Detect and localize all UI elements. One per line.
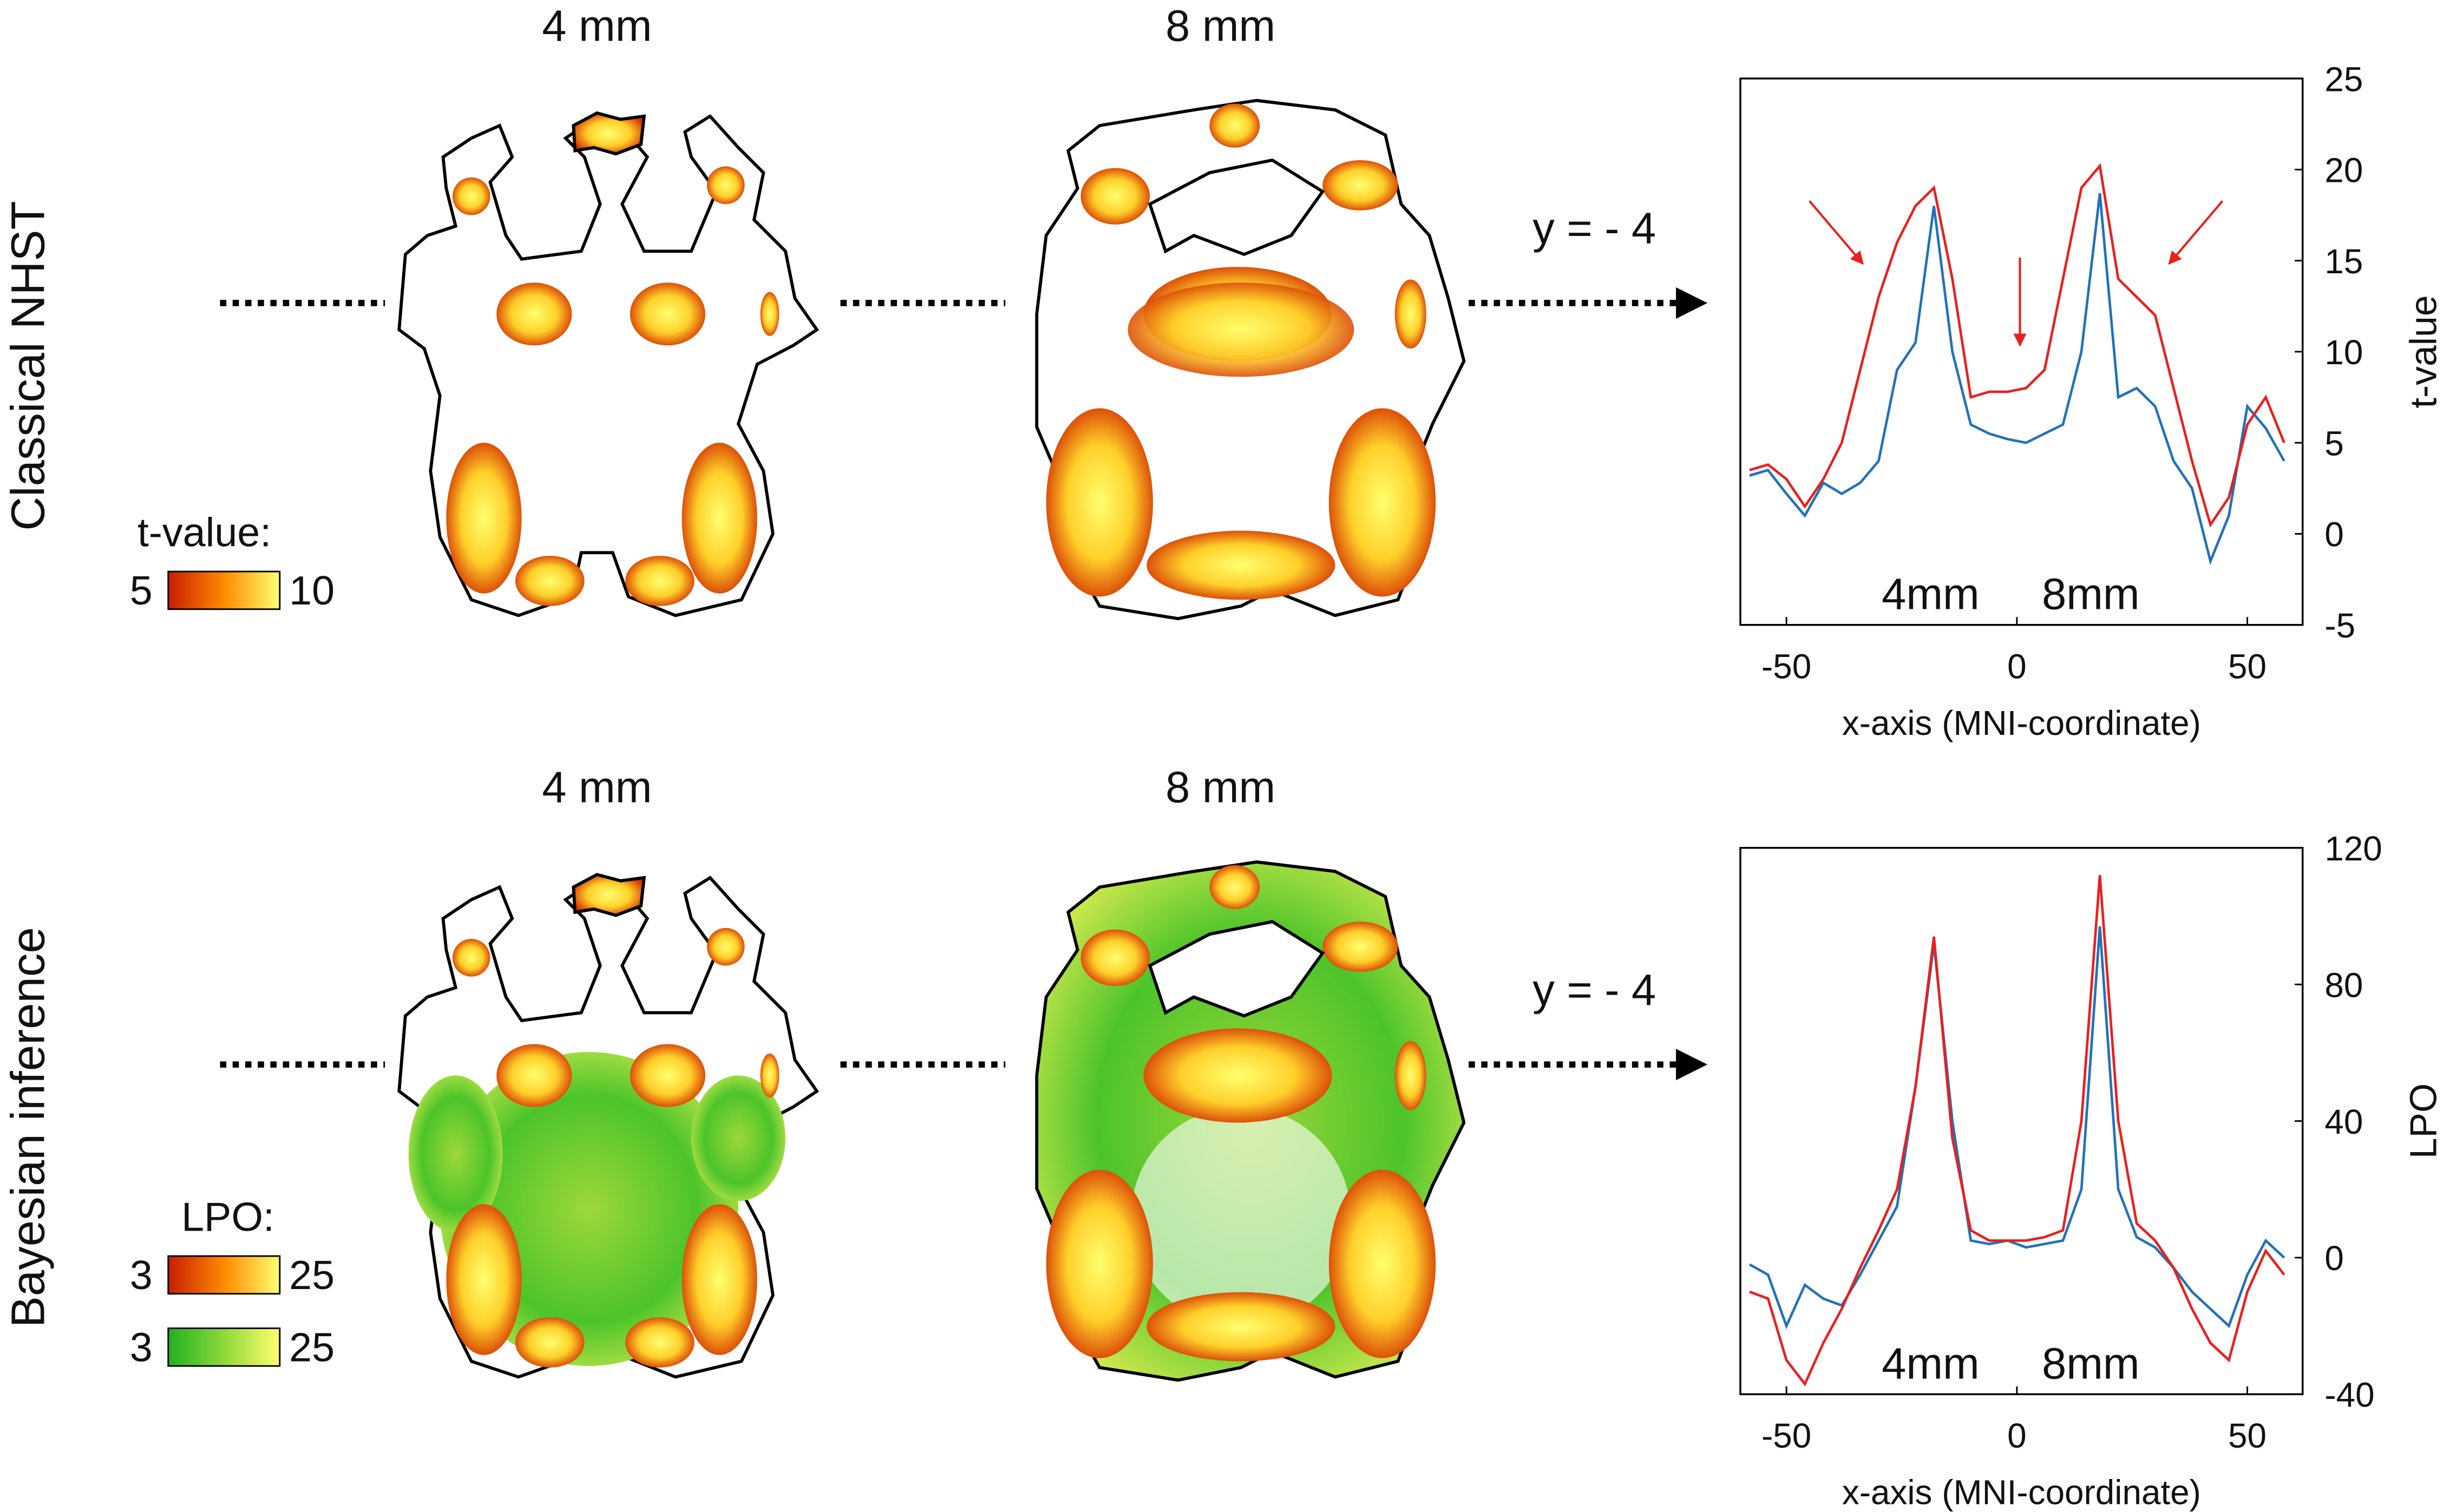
activation [1209,865,1260,909]
colorbar [167,570,281,610]
arrow [1809,200,1864,265]
y-tick-label: 80 [2324,965,2363,1004]
brain-outline [1148,158,1325,257]
activation [1131,1107,1351,1327]
activation [625,1317,695,1368]
activation [446,1204,522,1355]
arrow [2168,200,2224,265]
colorbar-min: 5 [130,568,153,613]
activation [1080,168,1150,225]
series-line [1748,926,2285,1330]
activation [496,1044,572,1107]
activation [630,282,706,346]
y-tick-label: 5 [2324,424,2344,463]
activation [706,166,745,205]
column-title: 8 mm [1165,1,1275,50]
y-tick-label: 120 [2324,829,2382,868]
row-label: Bayesian inference [2,927,55,1327]
activation [706,928,745,966]
activation [408,1075,503,1233]
series-line [1749,875,2285,1386]
column-title: 8 mm [1165,763,1275,812]
activation [1209,103,1260,148]
legend-entry: 4mm [1882,1339,1979,1388]
y-tick-label: 0 [2324,515,2344,554]
y-tick-label: 0 [2324,1239,2344,1278]
colorbar-max: 10 [289,568,335,613]
plot-frame [1739,846,2304,1396]
colorbar [167,1327,281,1367]
brain-outline [1148,920,1325,1018]
activation [1080,929,1150,987]
x-tick-label: -50 [1761,647,1811,686]
activation [1328,408,1436,597]
activation [1394,1041,1426,1110]
activation [1322,160,1398,211]
activation [1147,530,1335,600]
colorbar-max: 25 [289,1324,335,1370]
activation [1128,282,1354,377]
activation [1046,1169,1153,1358]
activation [630,1044,706,1107]
x-tick-label: 0 [2007,647,2027,686]
activation [1147,1292,1335,1362]
y-axis-label: LPO [2402,1083,2444,1159]
x-tick-label: 0 [2007,1416,2027,1455]
activation [515,556,585,606]
activation [760,1053,779,1098]
activation [1394,279,1426,349]
activation [1322,922,1398,972]
activation [691,1075,786,1201]
brain-outline [572,872,646,917]
brain-panel [397,860,1466,1382]
activation [682,443,757,594]
legend-entry: 8mm [2042,570,2139,619]
colorbar-title: t-value: [137,510,271,555]
activation [496,282,572,346]
brain-panel [397,98,1466,621]
y-tick-label: 25 [2324,60,2363,98]
activation [760,292,779,336]
colorbar-max: 25 [289,1252,335,1298]
activation [452,177,490,215]
column-title: 4 mm [542,1,652,50]
annotation-arrows [1809,200,2224,347]
brain-outline [572,111,646,156]
series-line [1749,163,2285,528]
y-tick-label: -40 [2324,1376,2374,1415]
x-axis-label: x-axis (MNI-coordinate) [1842,704,2201,742]
row-label: Classical NHST [2,201,55,530]
y-tick-label: 40 [2324,1102,2363,1141]
legend-entry: 4mm [1882,570,1979,619]
activation [446,443,522,594]
colorbar-title: LPO: [181,1194,274,1240]
colorbar [167,1255,281,1295]
y-tick-label: 15 [2324,242,2363,281]
x-axis-label: x-axis (MNI-coordinate) [1842,1472,2201,1511]
legend-entry: 8mm [2042,1339,2139,1388]
activation [625,556,695,606]
x-tick-label: -50 [1761,1416,1811,1455]
activation [1143,1028,1332,1123]
activation [1328,1169,1436,1358]
slice-label: y = - 4 [1532,965,1656,1015]
y-tick-label: -5 [2324,606,2355,645]
activation [515,1317,585,1368]
colorbar-min: 3 [130,1324,153,1370]
activation [452,939,490,977]
activation [682,1204,757,1355]
activation [1046,408,1153,597]
slice-label: y = - 4 [1532,204,1656,253]
series-line [1749,193,2285,566]
colorbar-min: 3 [130,1252,153,1298]
x-tick-label: 50 [2228,647,2267,686]
column-title: 4 mm [542,763,652,812]
y-tick-label: 10 [2324,333,2363,372]
y-tick-label: 20 [2324,151,2363,190]
y-axis-label: t-value [2402,295,2444,408]
x-tick-label: 50 [2228,1416,2267,1455]
